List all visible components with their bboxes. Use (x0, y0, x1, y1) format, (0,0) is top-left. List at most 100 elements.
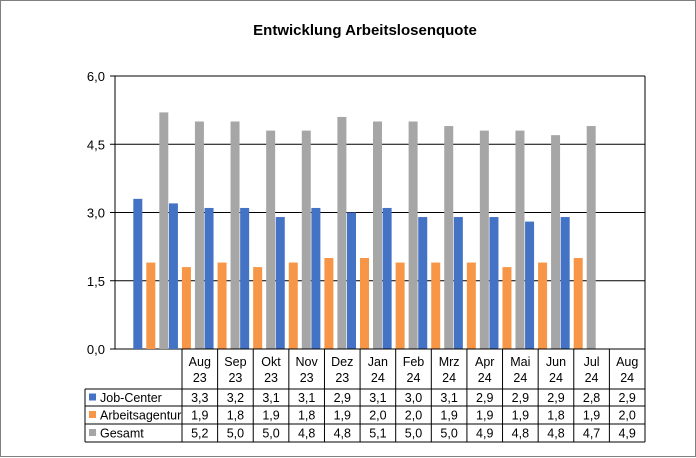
bar-gesamt (194, 121, 204, 349)
data-label: 1,9 (262, 409, 279, 423)
category-label-year: 24 (407, 371, 421, 385)
data-label: 1,9 (440, 409, 457, 423)
bar-job-center (311, 207, 321, 349)
data-label: 3,1 (440, 391, 457, 405)
legend-key-arbeitsagentur (89, 411, 96, 418)
bar-arbeitsagentur (324, 258, 334, 349)
bar-gesamt (586, 126, 596, 349)
category-label-month: Apr (475, 355, 494, 369)
bar-job-center (453, 217, 463, 349)
bar-arbeitsagentur (573, 258, 583, 349)
category-label-year: 23 (264, 371, 278, 385)
y-tick-label: 6,0 (87, 69, 105, 84)
data-label: 4,8 (298, 427, 315, 441)
category-label-month: Sep (224, 355, 246, 369)
data-label: 2,8 (583, 391, 600, 405)
category-label-month: Dez (331, 355, 353, 369)
data-label: 5,1 (369, 427, 386, 441)
data-label: 1,9 (476, 409, 493, 423)
bar-arbeitsagentur (217, 262, 227, 349)
data-label: 1,9 (583, 409, 600, 423)
bar-job-center (168, 203, 178, 349)
category-label-month: Okt (261, 355, 281, 369)
data-label: 1,8 (547, 409, 564, 423)
data-label: 1,8 (298, 409, 315, 423)
bar-gesamt (444, 126, 454, 349)
bar-job-center (347, 212, 356, 349)
data-label: 2,0 (405, 409, 422, 423)
bar-arbeitsagentur (395, 262, 405, 349)
bar-job-center (204, 207, 214, 349)
category-label-month: Nov (296, 355, 319, 369)
data-label: 2,9 (512, 391, 529, 405)
category-label-year: 23 (335, 371, 349, 385)
bar-arbeitsagentur (538, 262, 548, 349)
y-tick-label: 3,0 (87, 206, 105, 221)
bar-arbeitsagentur (288, 262, 298, 349)
bar-gesamt (266, 130, 276, 349)
data-label: 5,2 (191, 427, 208, 441)
data-label: 1,9 (191, 409, 208, 423)
category-label-year: 23 (228, 371, 242, 385)
chart-title: Entwicklung Arbeitslosenquote (253, 22, 477, 39)
data-label: 2,9 (618, 391, 635, 405)
data-label: 3,1 (262, 391, 279, 405)
bar-gesamt (479, 130, 489, 349)
bar-gesamt (301, 130, 311, 349)
data-label: 2,9 (334, 391, 351, 405)
data-label: 1,9 (334, 409, 351, 423)
bar-gesamt (408, 121, 418, 349)
data-label: 4,9 (476, 427, 493, 441)
category-label-year: 23 (193, 371, 207, 385)
bar-job-center (525, 221, 535, 349)
data-label: 4,8 (512, 427, 529, 441)
category-label-month: Jan (368, 355, 388, 369)
bar-arbeitsagentur (253, 267, 263, 349)
data-label: 3,2 (227, 391, 244, 405)
bar-gesamt (373, 121, 382, 349)
category-label-year: 24 (513, 371, 527, 385)
bar-arbeitsagentur (502, 267, 512, 349)
bar-gesamt (159, 112, 169, 350)
bar-job-center (382, 207, 392, 349)
category-label-month: Aug (189, 355, 211, 369)
y-tick-label: 0,0 (87, 342, 105, 357)
category-label-month: Feb (403, 355, 425, 369)
y-tick-label: 4,5 (87, 137, 105, 152)
bar-arbeitsagentur (360, 258, 369, 349)
data-label: 5,0 (227, 427, 244, 441)
bar-arbeitsagentur (466, 262, 476, 349)
category-label-month: Jul (584, 355, 600, 369)
category-label-year: 23 (300, 371, 314, 385)
data-label: 4,8 (334, 427, 351, 441)
data-label: 4,7 (583, 427, 600, 441)
bar-gesamt (230, 121, 240, 349)
legend-key-job-center (89, 393, 96, 401)
bar-job-center (489, 217, 499, 349)
data-label: 4,9 (618, 427, 635, 441)
bar-arbeitsagentur (146, 262, 156, 349)
bar-arbeitsagentur (431, 262, 441, 349)
data-label: 3,1 (298, 391, 315, 405)
data-label: 2,0 (618, 409, 635, 423)
category-label-month: Mrz (439, 355, 460, 369)
bar-job-center (133, 198, 143, 349)
data-label: 4,8 (547, 427, 564, 441)
data-label: 2,9 (547, 391, 564, 405)
data-label: 3,3 (191, 391, 208, 405)
bar-gesamt (551, 135, 561, 349)
data-label: 5,0 (262, 427, 279, 441)
bar-job-center (560, 217, 570, 349)
bar-job-center (275, 217, 285, 349)
category-label-year: 24 (549, 371, 563, 385)
category-label-year: 24 (585, 371, 599, 385)
data-label: 1,8 (227, 409, 244, 423)
bar-arbeitsagentur (181, 267, 191, 349)
bar-gesamt (337, 116, 347, 349)
data-label: 5,0 (405, 427, 422, 441)
category-label-year: 24 (478, 371, 492, 385)
legend-label: Job-Center (100, 391, 162, 405)
data-label: 5,0 (440, 427, 457, 441)
